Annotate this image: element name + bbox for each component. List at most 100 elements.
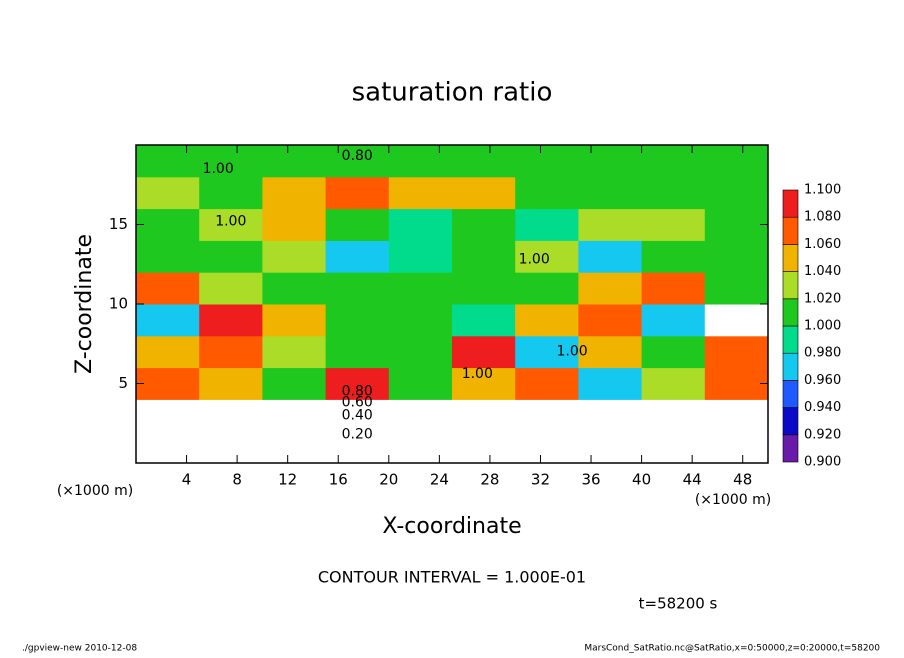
heat-cell [388, 176, 453, 210]
heat-cell [452, 145, 516, 178]
heat-cell [515, 145, 579, 178]
heat-cell [515, 431, 579, 464]
heat-cell [262, 399, 327, 432]
colorbar-band [782, 434, 799, 463]
heat-cell [325, 176, 390, 210]
heat-cell [262, 367, 327, 400]
heat-cell [136, 240, 200, 273]
heat-cell [199, 272, 263, 305]
heat-cell [515, 208, 579, 241]
heat-cell [199, 145, 263, 178]
heat-cell [388, 399, 453, 432]
x-tick-label: 28 [480, 471, 499, 489]
contour-label: 1.00 [519, 251, 550, 267]
heat-cell [325, 304, 390, 337]
heat-cell [388, 240, 453, 273]
colorbar-band [782, 271, 799, 300]
x-tick-label: 20 [379, 471, 398, 489]
heat-cell [325, 240, 390, 273]
contour-label: 0.40 [342, 407, 373, 423]
heat-cell [578, 304, 643, 337]
heat-cell [136, 304, 200, 337]
heat-cell [578, 272, 643, 305]
heat-cell [388, 208, 453, 241]
heat-cell [641, 399, 706, 432]
chart-title: saturation ratio [352, 78, 553, 108]
heat-cell [199, 367, 263, 400]
colorbar-label: 1.080 [804, 210, 841, 225]
contour-label: 0.60 [342, 395, 373, 411]
heat-cell [515, 272, 579, 305]
x-tick-label: 16 [329, 471, 348, 489]
heat-cell [452, 399, 516, 432]
heat-cell [641, 240, 706, 273]
heat-cell [515, 399, 579, 432]
colorbar-band [782, 407, 799, 436]
heat-cell [704, 240, 769, 273]
x-unit: (×1000 m) [695, 492, 771, 508]
heat-cell [262, 304, 327, 337]
heat-cell [136, 145, 200, 178]
y-unit: (×1000 m) [57, 483, 133, 499]
heat-cell [452, 208, 516, 241]
contour-label: 0.80 [342, 383, 373, 399]
heat-cell [641, 272, 706, 305]
heat-cell [136, 272, 200, 305]
x-tick-label: 48 [733, 471, 752, 489]
heat-cell [578, 208, 643, 241]
colorbar-label: 0.980 [804, 346, 841, 361]
heat-cell [325, 399, 390, 432]
y-axis-label: Z-coordinate [72, 234, 97, 374]
heat-cell [388, 431, 453, 464]
heat-cell [325, 208, 390, 241]
colorbar-label: 0.920 [804, 427, 841, 442]
heat-cell [578, 367, 643, 400]
colorbar-band [782, 380, 799, 408]
heat-cell [515, 240, 579, 273]
x-tick-label: 36 [581, 471, 600, 489]
colorbar-band [782, 298, 799, 327]
heat-cell [704, 431, 769, 464]
heat-cell [704, 335, 769, 369]
heat-cell [578, 431, 643, 464]
heat-cell [641, 208, 706, 241]
contour-label: 0.80 [342, 148, 373, 164]
heat-cell [388, 335, 453, 369]
heat-cell [199, 335, 263, 369]
heat-cell [641, 304, 706, 337]
colorbar-label: 1.060 [804, 237, 841, 252]
heat-cell [388, 272, 453, 305]
heat-cell [199, 399, 263, 432]
heat-cell [262, 208, 327, 241]
heat-cell [199, 240, 263, 273]
x-tick-label: 40 [632, 471, 651, 489]
heat-cell [388, 304, 453, 337]
contour-label: 1.00 [203, 161, 234, 177]
heat-cell [578, 145, 643, 178]
colorbar-label: 0.900 [804, 455, 841, 470]
heat-cell [452, 304, 516, 337]
heat-cell [199, 208, 263, 241]
colorbar-band [782, 352, 799, 381]
x-tick-label: 4 [182, 471, 192, 489]
heat-cell [515, 335, 579, 369]
heat-cell [578, 176, 643, 210]
heat-cell [325, 335, 390, 369]
heat-cell [136, 431, 200, 464]
heat-cell [641, 176, 706, 210]
colorbar-label: 1.100 [804, 183, 841, 198]
footer-right: MarsCond_SatRatio.nc@SatRatio,x=0:50000,… [584, 644, 880, 654]
heat-cell [641, 335, 706, 369]
heat-cell [325, 367, 390, 400]
heat-cell [136, 399, 200, 432]
heat-cell [136, 335, 200, 369]
heat-cell [452, 335, 516, 369]
colorbar-band [782, 244, 799, 272]
heat-cell [262, 176, 327, 210]
time-label: t=58200 s [639, 595, 718, 613]
heat-cell [578, 240, 643, 273]
heat-cell [578, 399, 643, 432]
colorbar-band [782, 216, 799, 245]
heat-cell [136, 208, 200, 241]
contour-label: 1.00 [556, 344, 587, 360]
